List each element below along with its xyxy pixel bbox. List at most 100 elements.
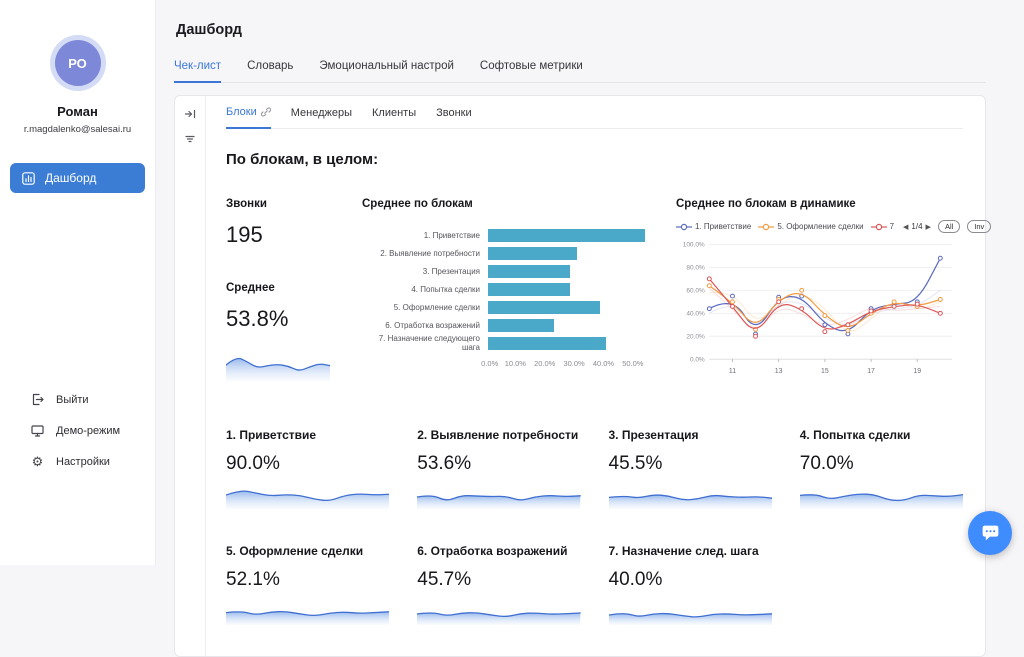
metric-card-sparkline bbox=[417, 484, 580, 510]
metric-card-value: 90.0% bbox=[226, 453, 389, 475]
metric-card-greeting: 1. Приветствие 90.0% bbox=[226, 428, 389, 510]
bar-category-label: 6. Отработка возражений bbox=[362, 321, 488, 330]
filter-icon[interactable] bbox=[184, 133, 196, 145]
inner-tab-managers[interactable]: Менеджеры bbox=[291, 106, 352, 128]
bar-track bbox=[488, 247, 652, 260]
legend-label: 5. Оформление сделки bbox=[777, 222, 863, 231]
sidebar-footer-label: Выйти bbox=[56, 394, 89, 406]
svg-text:60.0%: 60.0% bbox=[686, 288, 705, 295]
bar-category-label: 3. Презентация bbox=[362, 267, 488, 276]
legend-marker-icon bbox=[676, 223, 692, 231]
logout-icon bbox=[30, 392, 45, 407]
bar-track bbox=[488, 301, 652, 314]
pager-page-indicator: 1/4 bbox=[911, 222, 922, 231]
section-title: По блокам, в целом: bbox=[226, 151, 963, 168]
svg-text:11: 11 bbox=[729, 368, 736, 375]
collapse-panel-icon[interactable] bbox=[184, 108, 196, 120]
user-name: Роман bbox=[0, 104, 155, 119]
bar[interactable] bbox=[488, 265, 570, 278]
legend-item[interactable]: 7 bbox=[871, 222, 894, 231]
bar-axis-tick: 0.0% bbox=[481, 359, 498, 368]
metric-card-sparkline bbox=[226, 484, 389, 510]
bar-category-label: 5. Оформление сделки bbox=[362, 303, 488, 312]
metric-card-title: 7. Назначение след. шага bbox=[609, 544, 772, 558]
svg-text:100.0%: 100.0% bbox=[683, 242, 705, 249]
metric-card-title: 2. Выявление потребности bbox=[417, 428, 580, 442]
tab-checklist[interactable]: Чек-лист bbox=[174, 60, 221, 83]
svg-text:19: 19 bbox=[913, 368, 921, 375]
chat-button[interactable] bbox=[968, 511, 1012, 555]
average-stat: Среднее 53.8% bbox=[226, 282, 338, 382]
line-chart-title: Среднее по блокам в динамике bbox=[676, 198, 963, 210]
legend-item[interactable]: 1. Приветствие bbox=[676, 222, 751, 231]
tab-emotional[interactable]: Эмоциональный настрой bbox=[319, 60, 454, 82]
metric-card-value: 45.7% bbox=[417, 569, 580, 591]
bar-chart-title: Среднее по блокам bbox=[362, 198, 652, 210]
bar-row: 3. Презентация bbox=[362, 262, 652, 280]
user-email: r.magdalenko@salesai.ru bbox=[0, 124, 155, 135]
tab-soft-metrics[interactable]: Софтовые метрики bbox=[480, 60, 583, 82]
sidebar-item-settings[interactable]: ⚙ Настройки bbox=[30, 454, 155, 469]
metric-card-presentation: 3. Презентация 45.5% bbox=[609, 428, 772, 510]
bar-axis-tick: 10.0% bbox=[505, 359, 526, 368]
chat-icon bbox=[980, 523, 1001, 544]
bar[interactable] bbox=[488, 319, 554, 332]
page-title: Дашборд bbox=[176, 22, 986, 38]
metric-card-value: 52.1% bbox=[226, 569, 389, 591]
bar[interactable] bbox=[488, 247, 577, 260]
bar-axis-tick: 30.0% bbox=[563, 359, 584, 368]
metric-card-objections: 6. Отработка возражений 45.7% bbox=[417, 544, 580, 626]
sidebar-item-dashboard[interactable]: Дашборд bbox=[10, 163, 145, 193]
bar[interactable] bbox=[488, 229, 645, 242]
tab-dictionary[interactable]: Словарь bbox=[247, 60, 293, 82]
bar-axis-tick: 40.0% bbox=[593, 359, 614, 368]
metric-card-sparkline bbox=[226, 600, 389, 626]
metric-card-value: 40.0% bbox=[609, 569, 772, 591]
bar[interactable] bbox=[488, 337, 606, 350]
bar[interactable] bbox=[488, 283, 570, 296]
legend-label: 1. Приветствие bbox=[695, 222, 751, 231]
panel-content: Блоки Менеджеры Клиенты Звонки По блокам… bbox=[206, 96, 985, 656]
average-stat-label: Среднее bbox=[226, 282, 338, 294]
avatar[interactable]: РО bbox=[55, 40, 101, 86]
metric-card-next-step: 7. Назначение след. шага 40.0% bbox=[609, 544, 772, 626]
legend-all-button[interactable]: All bbox=[938, 220, 960, 233]
metric-card-value: 53.6% bbox=[417, 453, 580, 475]
bar[interactable] bbox=[488, 301, 600, 314]
metric-card-title: 1. Приветствие bbox=[226, 428, 389, 442]
bar-track bbox=[488, 283, 652, 296]
legend-item[interactable]: 5. Оформление сделки bbox=[758, 222, 863, 231]
inner-tab-clients[interactable]: Клиенты bbox=[372, 106, 416, 128]
avatar-initials: РО bbox=[68, 56, 87, 71]
bar-chart-section: Среднее по блокам 1. Приветствие2. Выявл… bbox=[362, 198, 652, 382]
bar-row: 4. Попытка сделки bbox=[362, 280, 652, 298]
pager-prev-icon[interactable]: ◀ bbox=[903, 223, 908, 231]
inner-tab-label: Блоки bbox=[226, 106, 257, 118]
average-stat-value: 53.8% bbox=[226, 306, 338, 332]
line-chart: 100.0%80.0%60.0%40.0%20.0%0.0%1113151719 bbox=[676, 237, 963, 378]
bar-category-label: 1. Приветствие bbox=[362, 231, 488, 240]
stats-column: Звонки 195 Среднее 53.8% bbox=[226, 198, 338, 382]
sidebar-item-demo-mode[interactable]: Демо-режим bbox=[30, 423, 155, 438]
sidebar-footer-label: Настройки bbox=[56, 456, 110, 468]
metric-card-sparkline bbox=[609, 484, 772, 510]
line-chart-legend: 1. Приветствие 5. Оформление сделки 7 ◀ 1/… bbox=[676, 220, 963, 233]
svg-text:13: 13 bbox=[775, 368, 783, 375]
legend-pager: ◀ 1/4 ▶ bbox=[903, 222, 931, 231]
metric-card-title: 3. Презентация bbox=[609, 428, 772, 442]
pager-next-icon[interactable]: ▶ bbox=[926, 223, 931, 231]
inner-tab-calls[interactable]: Звонки bbox=[436, 106, 472, 128]
monitor-icon bbox=[30, 423, 45, 438]
inner-tab-blocks[interactable]: Блоки bbox=[226, 106, 271, 129]
bar-chart-axis: 0.0%10.0%20.0%30.0%40.0%50.0% bbox=[488, 359, 652, 368]
bar-row: 5. Оформление сделки bbox=[362, 298, 652, 316]
metric-cards-grid: 1. Приветствие 90.0% 2. Выявление потреб… bbox=[226, 428, 963, 626]
sidebar-item-label: Дашборд bbox=[45, 171, 96, 185]
average-sparkline bbox=[226, 348, 330, 382]
bar-row: 7. Назначение следующего шага bbox=[362, 334, 652, 352]
calls-stat-label: Звонки bbox=[226, 198, 338, 210]
sidebar-footer: Выйти Демо-режим ⚙ Настройки bbox=[0, 392, 155, 469]
sidebar-item-logout[interactable]: Выйти bbox=[30, 392, 155, 407]
metric-card-title: 6. Отработка возражений bbox=[417, 544, 580, 558]
legend-inv-button[interactable]: Inv bbox=[967, 220, 991, 233]
